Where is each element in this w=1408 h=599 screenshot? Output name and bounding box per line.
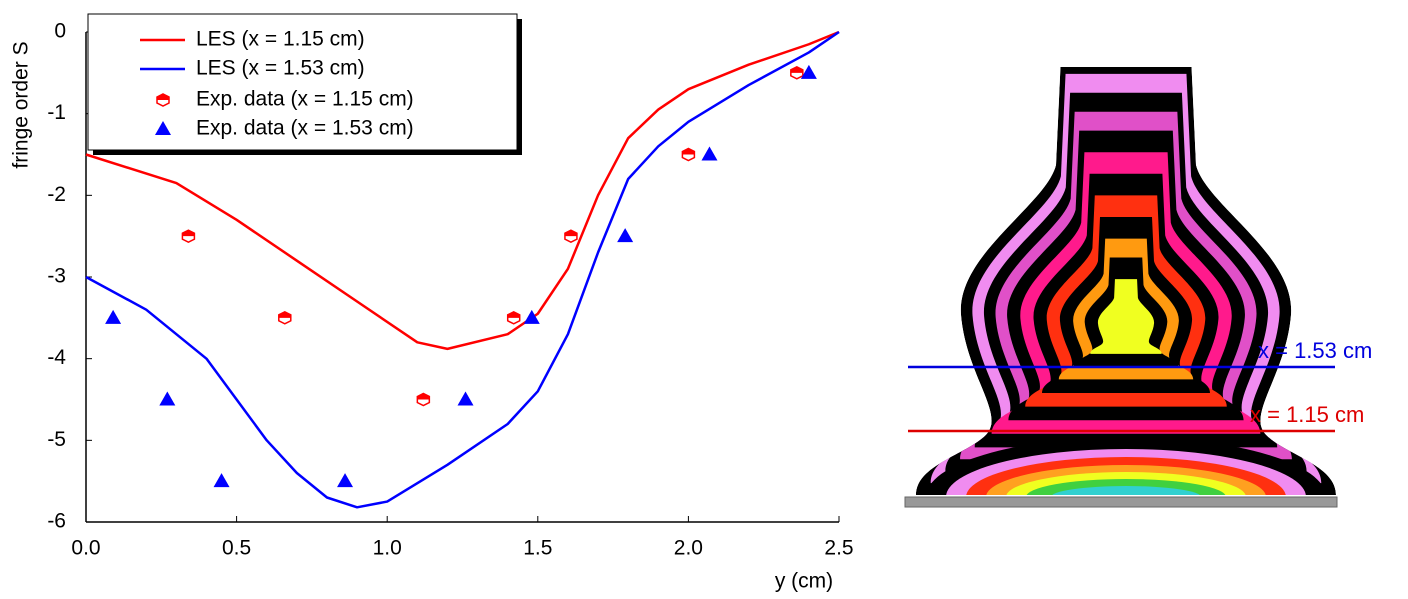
base-fringe xyxy=(1026,479,1226,495)
fringe-layers xyxy=(916,67,1336,495)
y-tick-label: -5 xyxy=(47,428,66,451)
marker-half xyxy=(564,230,577,237)
line xyxy=(85,30,840,351)
x-tick-label: 2.5 xyxy=(824,537,853,560)
marker-half xyxy=(182,230,195,237)
marker-half xyxy=(682,148,695,155)
legend-label: Exp. data (x = 1.15 cm) xyxy=(196,88,414,111)
marker-half xyxy=(507,311,520,318)
marker xyxy=(800,64,817,79)
y-tick-label: 0 xyxy=(54,20,66,43)
y-tick-label: -2 xyxy=(47,183,66,206)
x-tick-label: 2.0 xyxy=(674,537,703,560)
marker xyxy=(506,310,521,325)
y-tick-label: -1 xyxy=(47,101,66,124)
marker-half xyxy=(157,94,169,100)
y-tick-label: -4 xyxy=(47,346,66,369)
marker xyxy=(213,473,230,488)
legend: LES (x = 1.15 cm) LES (x = 1.53 cm) Exp. d… xyxy=(87,13,522,155)
marker xyxy=(278,310,292,325)
annotation: x = 1.53 cm xyxy=(1258,338,1372,363)
legend-swatch xyxy=(156,93,170,107)
marker xyxy=(681,147,696,162)
marker-half xyxy=(417,393,430,400)
base-plate xyxy=(904,496,1338,508)
x-tick-label: 1.0 xyxy=(373,537,402,560)
y-tick-label: -3 xyxy=(47,265,66,288)
marker xyxy=(337,473,354,488)
marker-half xyxy=(278,311,291,318)
marker-half xyxy=(790,66,803,73)
y-axis-label: fringe order S xyxy=(10,41,33,168)
legend-label: LES (x = 1.15 cm) xyxy=(196,28,365,51)
marker xyxy=(159,391,176,406)
marker xyxy=(416,392,431,407)
marker xyxy=(105,309,122,324)
x-tick-label: 1.5 xyxy=(523,537,552,560)
legend-label: LES (x = 1.53 cm) xyxy=(196,57,365,80)
annotation: x = 1.15 cm xyxy=(1250,402,1364,427)
x-tick-label: 0.5 xyxy=(222,537,251,560)
base-fringe xyxy=(1051,486,1201,495)
legend-swatch xyxy=(155,121,171,135)
legend-label: Exp. data (x = 1.53 cm) xyxy=(196,117,414,140)
marker xyxy=(701,146,718,161)
marker xyxy=(564,229,578,244)
y-tick-label: -6 xyxy=(47,510,66,533)
line xyxy=(85,30,840,509)
x-axis-label: y (cm) xyxy=(775,570,833,593)
marker xyxy=(181,229,196,244)
marker xyxy=(523,309,540,324)
marker xyxy=(617,228,634,243)
x-tick-label: 0.0 xyxy=(71,537,100,560)
marker xyxy=(457,391,474,406)
fringe-image xyxy=(916,67,1336,495)
plot: 0.0 0.5 1.0 1.5 2.0 2.5 0 -1 -2 -3 -4 -5 -6 xyxy=(47,20,853,560)
marker xyxy=(790,65,804,80)
